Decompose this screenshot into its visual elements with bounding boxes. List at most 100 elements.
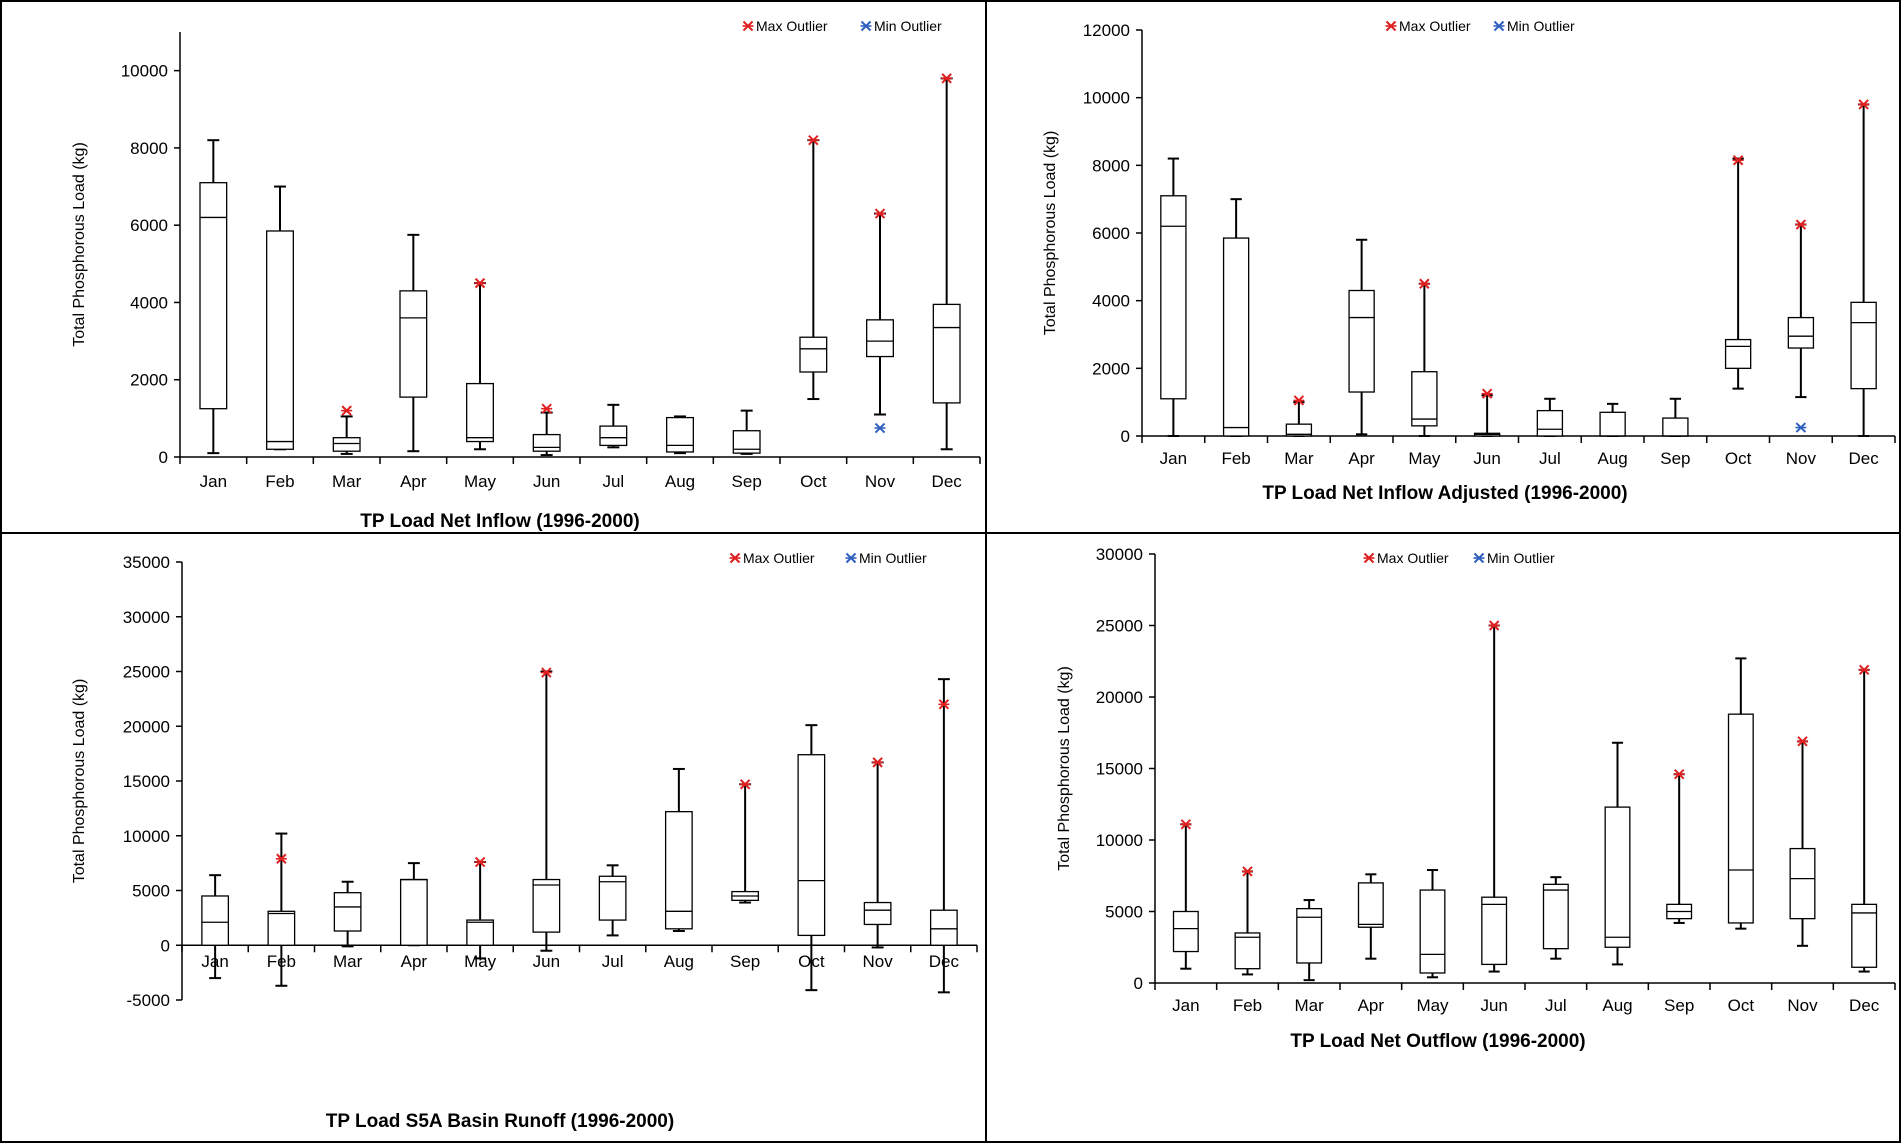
box	[732, 430, 761, 454]
x-tick-label: May	[1408, 449, 1441, 468]
y-tick-label: 10000	[123, 827, 170, 846]
y-tick-label: 6000	[1092, 224, 1130, 243]
y-tick-label: 10000	[121, 62, 168, 81]
y-tick-label: 0	[1121, 427, 1130, 446]
x-tick-label: Apr	[400, 472, 427, 491]
x-tick-label: Jul	[602, 952, 624, 971]
y-tick-label: 30000	[123, 608, 170, 627]
x-tick-label: Oct	[798, 952, 825, 971]
box	[1419, 889, 1446, 974]
box	[1851, 903, 1878, 968]
x-tick-label: Jan	[201, 952, 228, 971]
x-tick-label: May	[1416, 996, 1449, 1015]
box	[1348, 289, 1375, 393]
y-tick-label: 5000	[1105, 903, 1143, 922]
x-tick-label: Dec	[932, 472, 963, 491]
y-tick-label: 0	[159, 448, 168, 467]
box	[866, 319, 894, 358]
y-tick-label: 20000	[1096, 688, 1143, 707]
chart-panel-basin-runoff: -5000 0 5000 10000 15000 20000 25000 30000 35000…	[0, 532, 987, 1143]
box	[399, 878, 428, 946]
x-tick-label: Aug	[665, 472, 695, 491]
x-tick-label: Apr	[1358, 996, 1385, 1015]
y-tick-label: 6000	[130, 216, 168, 235]
box	[1357, 882, 1384, 928]
box	[664, 811, 693, 930]
x-tick-label: Jul	[602, 472, 624, 491]
box	[1542, 883, 1569, 950]
box	[1411, 371, 1438, 427]
y-tick-label: 5000	[132, 882, 170, 901]
box	[466, 382, 494, 443]
x-tick-label: Aug	[664, 952, 694, 971]
x-tick-label: Jul	[1545, 996, 1567, 1015]
y-axis-label: Total Phosphorous Load (kg)	[1042, 131, 1059, 336]
box	[863, 901, 892, 926]
x-tick-label: Oct	[800, 472, 827, 491]
legend-max-label: Max Outlier	[1399, 18, 1471, 34]
x-tick-label: May	[464, 952, 497, 971]
boxplot-net-inflow-adjusted: 0 2000 4000 6000 8000 10000 12000 Jan Feb Mar Apr M…	[1042, 18, 1896, 504]
x-tick-label: Feb	[1221, 449, 1250, 468]
x-tick-label: Apr	[1348, 449, 1375, 468]
x-tick-label: Jun	[1473, 449, 1500, 468]
x-tick-label: Mar	[1295, 996, 1325, 1015]
y-tick-label: 2000	[130, 371, 168, 390]
legend-min-label: Min Outlier	[874, 18, 942, 34]
x-tick-label: Feb	[267, 952, 296, 971]
y-tick-label: 20000	[123, 717, 170, 736]
y-tick-label: 35000	[123, 553, 170, 572]
x-tick-label: Nov	[1786, 449, 1817, 468]
box	[267, 910, 296, 946]
box	[333, 892, 362, 932]
box	[1160, 195, 1187, 400]
boxplot-basin-runoff: -5000 0 5000 10000 15000 20000 25000 30000 35000…	[71, 550, 978, 1132]
x-tick-label: Mar	[333, 952, 363, 971]
y-axis-label: Total Phosphorous Load (kg)	[1056, 666, 1073, 871]
x-tick-label: Dec	[929, 952, 960, 971]
x-tick-label: Jan	[1172, 996, 1199, 1015]
y-axis-label: Total Phosphorous Load (kg)	[71, 142, 88, 347]
box	[1172, 910, 1199, 953]
y-tick-label: 8000	[1092, 156, 1130, 175]
box	[797, 754, 826, 937]
legend-min-label: Min Outlier	[1487, 550, 1555, 566]
y-tick-label: -5000	[127, 991, 170, 1010]
legend-min-label: Min Outlier	[859, 550, 927, 566]
box	[1234, 932, 1261, 970]
legend-min-label: Min Outlier	[1507, 18, 1575, 34]
box	[201, 895, 230, 946]
x-tick-label: Sep	[730, 952, 760, 971]
y-tick-label: 30000	[1096, 545, 1143, 564]
box	[599, 425, 628, 447]
box	[1727, 713, 1754, 924]
legend-max-label: Max Outlier	[756, 18, 828, 34]
box	[1222, 237, 1250, 437]
box	[532, 433, 561, 452]
x-tick-label: Oct	[1725, 449, 1752, 468]
chart-title: TP Load S5A Basin Runoff (1996-2000)	[326, 1111, 674, 1132]
y-tick-label: 15000	[1096, 760, 1143, 779]
box	[1787, 316, 1815, 349]
box	[929, 909, 958, 946]
y-tick-label: 10000	[1096, 831, 1143, 850]
chart-title: TP Load Net Inflow Adjusted (1996-2000)	[1262, 483, 1627, 504]
x-tick-label: Sep	[732, 472, 762, 491]
x-tick-label: Sep	[1664, 996, 1694, 1015]
y-tick-label: 25000	[1096, 617, 1143, 636]
x-tick-label: Aug	[1598, 449, 1628, 468]
x-tick-label: Jun	[1480, 996, 1507, 1015]
x-tick-label: Sep	[1660, 449, 1690, 468]
box	[266, 230, 294, 450]
y-tick-label: 25000	[123, 663, 170, 682]
x-tick-label: Apr	[401, 952, 428, 971]
x-tick-label: Feb	[265, 472, 294, 491]
box	[932, 303, 961, 404]
x-tick-label: Mar	[332, 472, 362, 491]
box	[1599, 411, 1626, 437]
y-axis-label: Total Phosphorous Load (kg)	[71, 679, 88, 884]
x-tick-label: Jun	[533, 472, 560, 491]
y-tick-label: 12000	[1083, 21, 1130, 40]
legend-max-label: Max Outlier	[743, 550, 815, 566]
